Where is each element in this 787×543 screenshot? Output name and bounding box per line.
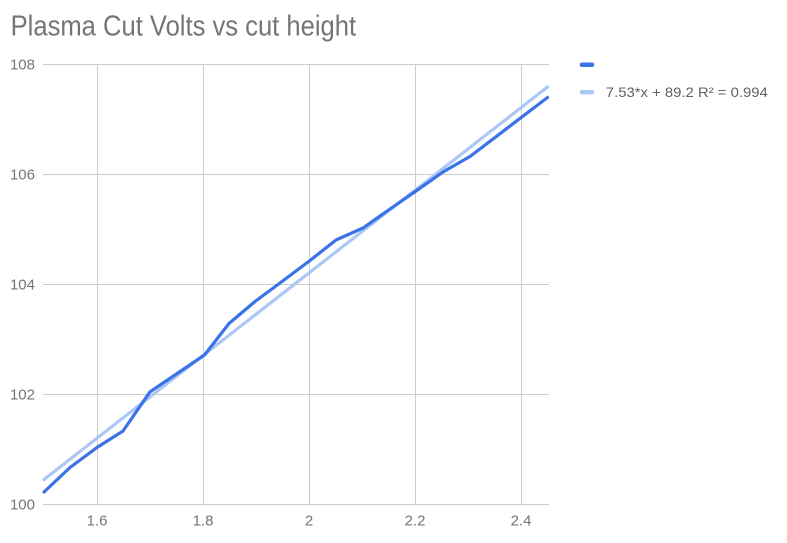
svg-text:108: 108 — [10, 57, 35, 74]
svg-text:Plasma Cut Volts vs cut height: Plasma Cut Volts vs cut height — [11, 11, 357, 43]
svg-text:104: 104 — [10, 277, 35, 294]
svg-text:2.2: 2.2 — [405, 513, 426, 530]
svg-text:106: 106 — [10, 167, 35, 184]
svg-text:2.4: 2.4 — [511, 513, 532, 530]
svg-text:2: 2 — [305, 513, 313, 530]
svg-text:7.53*x + 89.2 R² = 0.994: 7.53*x + 89.2 R² = 0.994 — [606, 84, 768, 100]
svg-text:1.6: 1.6 — [87, 513, 108, 530]
svg-text:1.8: 1.8 — [193, 513, 214, 530]
svg-text:102: 102 — [10, 387, 35, 404]
svg-text:100: 100 — [10, 497, 35, 514]
